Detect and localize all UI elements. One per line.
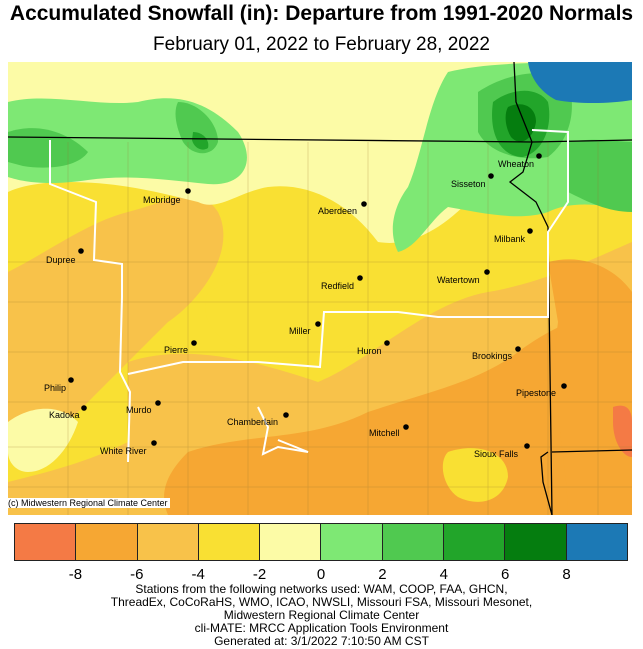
map-subtitle: February 01, 2022 to February 28, 2022	[153, 34, 490, 55]
station-kadoka: Kadoka	[49, 410, 80, 420]
station-wheaton: Wheaton	[498, 159, 534, 169]
state-borders	[8, 62, 632, 515]
station-philip: Philip	[44, 383, 66, 393]
station-murdo: Murdo	[126, 405, 152, 415]
station-sisseton: Sisseton	[451, 179, 486, 189]
station-white-river: White River	[100, 446, 147, 456]
legend-swatch	[15, 524, 77, 560]
station-chamberlain: Chamberlain	[227, 417, 278, 427]
legend-tick-label: -4	[191, 566, 205, 583]
station-sioux-falls: Sioux Falls	[474, 449, 519, 459]
region-yellow-mid	[205, 268, 379, 358]
legend-swatch	[198, 524, 261, 560]
legend-tick-label: 8	[562, 566, 571, 583]
region-yellow-south	[442, 448, 508, 502]
region-blue-ne	[528, 62, 632, 103]
station-brookings: Brookings	[472, 351, 513, 361]
station-huron: Huron	[357, 346, 382, 356]
legend-tick-label: -8	[68, 566, 83, 583]
station-labels: Mobridge Aberdeen Sisseton Wheaton Dupre…	[44, 159, 556, 459]
station-pipestone: Pipestone	[516, 388, 556, 398]
legend-color-bar	[14, 523, 628, 561]
legend-tick-label: 4	[439, 566, 448, 583]
region-orange-south	[164, 313, 632, 515]
legend-swatch	[444, 524, 506, 560]
footer-networks-1: Stations from the following networks use…	[135, 582, 508, 596]
copyright-label: (c) Midwestern Regional Climate Center	[6, 498, 170, 508]
footer-generated: Generated at: 3/1/2022 7:10:50 AM CST	[214, 634, 429, 648]
station-redfield: Redfield	[321, 281, 354, 291]
legend-tick-label: -2	[252, 566, 267, 583]
region-green3-nw	[192, 132, 209, 150]
legend-swatch	[321, 524, 383, 560]
station-miller: Miller	[289, 326, 311, 336]
legend-swatch	[137, 524, 199, 560]
station-milbank: Milbank	[494, 234, 526, 244]
station-pierre: Pierre	[164, 345, 188, 355]
map-title: Accumulated Snowfall (in): Departure fro…	[9, 2, 634, 25]
station-dots	[68, 153, 567, 449]
cwa-boundaries	[49, 129, 569, 463]
region-pale-west	[8, 408, 78, 472]
station-mobridge: Mobridge	[143, 195, 181, 205]
legend-swatch	[76, 524, 138, 560]
region-dark-orange	[613, 405, 632, 457]
legend-tick-label: 6	[501, 566, 510, 583]
footer-climate-tool: cli-MATE: MRCC Application Tools Environ…	[194, 621, 449, 635]
legend-tick-label: 2	[378, 566, 387, 583]
legend-swatch	[382, 524, 445, 560]
region-green2-nw-lake	[175, 102, 218, 154]
station-watertown: Watertown	[437, 275, 480, 285]
legend-swatch	[505, 524, 567, 560]
county-lines	[8, 142, 632, 515]
legend-tick-label: -6	[130, 566, 144, 583]
station-aberdeen: Aberdeen	[318, 206, 357, 216]
station-dupree: Dupree	[46, 255, 76, 265]
station-mitchell: Mitchell	[369, 428, 400, 438]
footer-networks-2: ThreadEx, CoCoRaHS, WMO, ICAO, NWSLI, Mi…	[110, 595, 533, 609]
footer-mrcc: Midwestern Regional Climate Center	[223, 608, 420, 622]
region-green-east	[568, 139, 632, 212]
legend-tick-label: 0	[316, 566, 326, 583]
region-green-ne	[392, 62, 632, 252]
legend-swatch	[260, 524, 322, 560]
region-light-orange-west	[8, 196, 224, 449]
snowfall-departure-map: Mobridge Aberdeen Sisseton Wheaton Dupre…	[8, 62, 632, 515]
legend-swatch	[566, 524, 627, 560]
